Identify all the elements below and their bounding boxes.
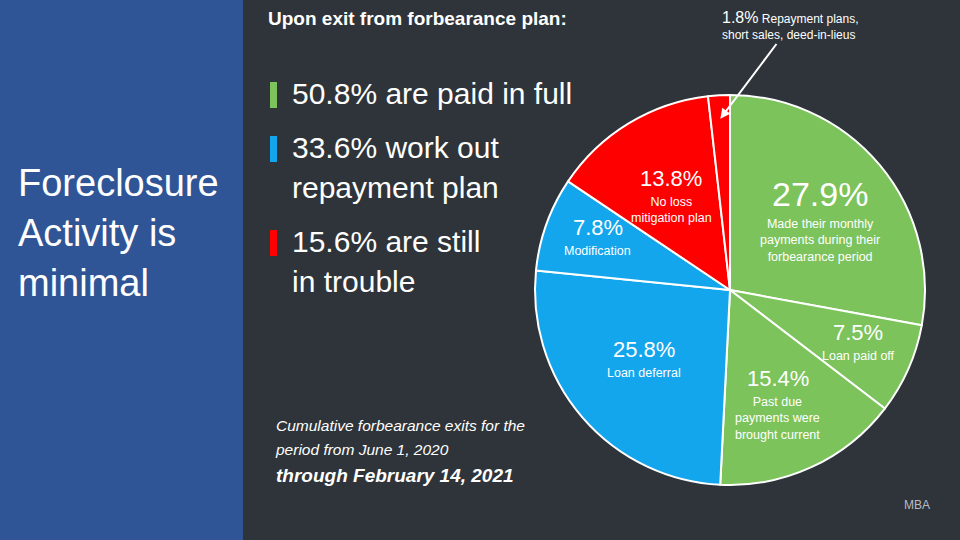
- html-text:Cumulative forbearance exits f: Cumulative forbearance exits for the per…: [276, 417, 525, 458]
- html-text:Foreclosure Activity is minima: Foreclosure Activity is minimal: [18, 162, 219, 304]
- svg-text:7.8%: 7.8%: [573, 215, 623, 240]
- html-text:50.8% are paid in full: 50.8% are paid in full: [292, 77, 573, 110]
- svg-text:Past duepayments werebrought c: Past duepayments werebrought current: [735, 395, 820, 442]
- svg-text:Loan paid off: Loan paid off: [822, 349, 895, 363]
- html-text:through February 14, 2021: through February 14, 2021: [276, 465, 514, 486]
- svg-text:27.9%: 27.9%: [772, 175, 868, 213]
- html-text:MBA: MBA: [904, 498, 930, 512]
- svg-text:1.8% Repayment plans,short sal: 1.8% Repayment plans,short sales, deed-i…: [722, 9, 859, 42]
- svg-text:Modification: Modification: [564, 244, 631, 258]
- svg-text:13.8%: 13.8%: [640, 166, 702, 191]
- html-text:Upon exit from forbearance pla: Upon exit from forbearance plan:: [268, 8, 567, 29]
- svg-text:15.4%: 15.4%: [747, 366, 809, 391]
- svg-text:No lossmitigation plan: No lossmitigation plan: [631, 195, 712, 225]
- svg-text:Made their monthlypayments dur: Made their monthlypayments during theirf…: [760, 217, 880, 264]
- html-text:15.6% are still: 15.6% are still: [292, 225, 481, 258]
- svg-text:7.5%: 7.5%: [833, 320, 883, 345]
- svg-text:Loan deferral: Loan deferral: [607, 366, 681, 380]
- html-text:in trouble: in trouble: [292, 265, 416, 298]
- svg-text:25.8%: 25.8%: [613, 337, 675, 362]
- html-text:repayment plan: repayment plan: [292, 171, 499, 204]
- html-text:33.6% work out: 33.6% work out: [292, 131, 499, 164]
